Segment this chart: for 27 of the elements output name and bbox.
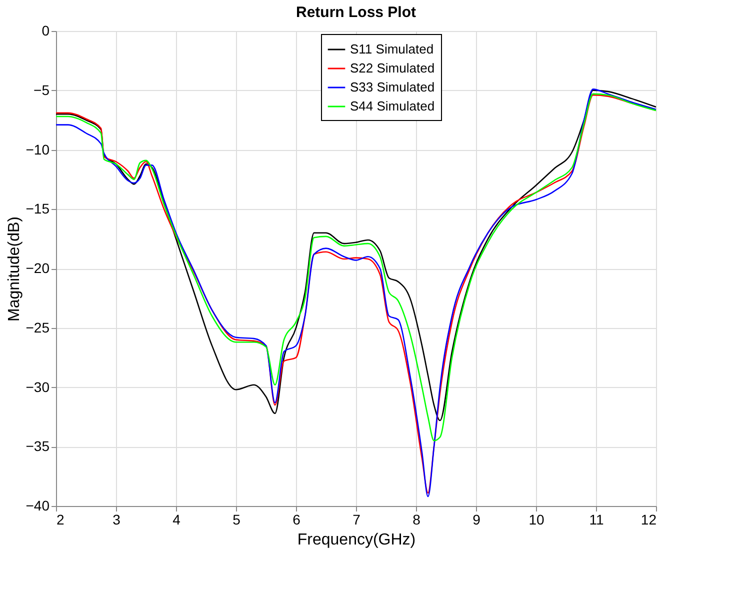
x-tick-label: 7 [352, 512, 361, 528]
y-tick-label: −35 [26, 438, 50, 454]
y-tick-label: 0 [42, 22, 50, 38]
x-tick-label: 12 [640, 512, 657, 528]
x-tick-label: 11 [589, 512, 604, 528]
x-axis-title: Frequency(GHz) [297, 532, 416, 548]
y-tick-label: −25 [26, 319, 50, 336]
x-tick-label: 9 [472, 512, 481, 528]
x-tick-label: 5 [232, 512, 241, 528]
legend-label: S44 Simulated [350, 98, 435, 114]
y-tick-label: −20 [26, 260, 50, 276]
y-tick-label: −10 [26, 141, 50, 158]
legend-label: S22 Simulated [350, 60, 435, 76]
x-tick-label: 10 [528, 512, 544, 528]
x-tick-label: 3 [112, 512, 121, 528]
y-tick-label: −5 [34, 82, 50, 98]
chart-title: Return Loss Plot [296, 4, 416, 21]
x-tick-label: 6 [292, 512, 301, 528]
x-tick-label: 8 [412, 512, 421, 528]
legend-label: S33 Simulated [350, 80, 435, 94]
y-tick-label: −15 [26, 200, 50, 217]
y-axis-title: Magnitude(dB) [6, 216, 23, 322]
legend-label: S11 Simulated [350, 42, 434, 56]
x-tick-label: 4 [172, 512, 181, 528]
y-tick-label: −40 [26, 498, 50, 514]
x-tick-label: 2 [56, 512, 64, 528]
y-tick-label: −30 [26, 378, 50, 395]
